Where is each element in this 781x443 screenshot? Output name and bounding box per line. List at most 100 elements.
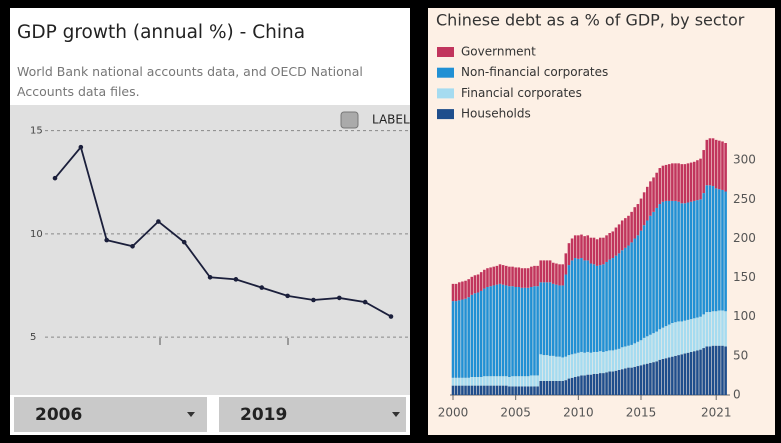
bar-segment [655, 331, 658, 362]
bar-segment [514, 267, 517, 287]
bar-segment [721, 310, 724, 346]
bar-segment [504, 285, 508, 377]
bar-segment [467, 377, 470, 386]
bar-segment [573, 258, 577, 354]
bar-segment [605, 372, 608, 395]
bar-segment [457, 300, 461, 378]
bar-segment [473, 293, 477, 377]
point [259, 285, 265, 290]
bar-segment [598, 373, 602, 395]
bar-segment [677, 163, 680, 202]
bar-segment [542, 282, 546, 356]
bar-segment [483, 269, 486, 289]
bar-segment [636, 341, 640, 367]
point [104, 237, 109, 243]
bar-segment [498, 385, 502, 395]
bar-segment [457, 385, 461, 395]
bar-segment [664, 326, 668, 359]
bar-segment [671, 200, 674, 323]
bar-segment [702, 150, 705, 194]
bar-segment [511, 266, 514, 287]
bar-segment [564, 253, 568, 275]
bar-segment [520, 287, 524, 377]
bar-segment [570, 260, 574, 355]
bar-segment [699, 316, 702, 350]
bar-segment [451, 377, 455, 386]
bar-segment [517, 267, 521, 287]
bar-segment [639, 198, 643, 231]
bar-segment [696, 350, 699, 395]
end-year[interactable]: 2019 [240, 405, 287, 425]
bar-segment [699, 199, 702, 317]
bar-segment [511, 286, 514, 377]
bar-segment [686, 319, 690, 353]
bar-segment [617, 224, 621, 254]
bar-segment [577, 235, 580, 259]
bar-segment [542, 260, 546, 283]
point [285, 293, 290, 299]
bar-segment [479, 272, 483, 291]
bar-segment [617, 369, 621, 395]
bar-segment [714, 311, 718, 346]
bar-segment [598, 237, 602, 266]
bar-segment [658, 359, 662, 395]
label-toggle[interactable]: LABEL [372, 113, 410, 127]
bar-segment [492, 266, 496, 286]
bar-segment [667, 164, 671, 201]
bar-segment [692, 161, 696, 201]
bar-segment [567, 378, 571, 395]
bar-segment [614, 370, 618, 395]
bar-segment [667, 200, 671, 325]
start-year[interactable]: 2006 [35, 405, 82, 425]
bar-segment [495, 265, 499, 285]
y-tick-label: 100 [733, 309, 756, 323]
bar-segment [555, 356, 558, 381]
bar-segment [595, 351, 599, 374]
bar-segment [692, 351, 696, 395]
bar-segment [611, 371, 615, 395]
start-dropdown[interactable] [14, 397, 207, 432]
bar-segment [598, 265, 602, 352]
bar-segment [636, 204, 640, 236]
bar-segment [705, 312, 709, 347]
legend-label: Financial corporates [461, 86, 582, 100]
bar-segment [511, 376, 514, 387]
x-tick-label: 2015 [626, 406, 657, 420]
bar-segment [680, 164, 684, 204]
bar-segment [530, 266, 533, 287]
bar-segment [586, 260, 590, 352]
bar-segment [486, 376, 489, 386]
bar-segment [589, 374, 593, 395]
point [311, 297, 316, 303]
point [207, 274, 213, 280]
bar-segment [595, 373, 599, 395]
bar-segment [705, 185, 709, 313]
bar-segment [633, 343, 637, 367]
end-dropdown[interactable] [219, 397, 406, 432]
label-checkbox[interactable] [340, 111, 359, 129]
bar-segment [523, 376, 527, 387]
bar-segment [639, 340, 643, 366]
bar-segment [614, 227, 618, 256]
bar-segment [545, 282, 549, 356]
bar-segment [501, 385, 505, 395]
bar-segment [492, 385, 496, 395]
bar-segment [536, 265, 539, 287]
bar-segment [558, 264, 561, 286]
bar-segment [611, 258, 615, 351]
bar-segment [721, 141, 724, 190]
bar-segment [561, 380, 564, 395]
bar-segment [664, 358, 668, 395]
bar-segment [473, 377, 477, 386]
bar-segment [645, 336, 649, 364]
bar-segment [674, 322, 677, 356]
bar-segment [602, 264, 605, 352]
bar-segment [605, 261, 608, 352]
bar-segment [508, 386, 511, 395]
bar-segment [504, 376, 508, 386]
bar-segment [464, 298, 467, 378]
bar-segment [476, 385, 480, 395]
bar-segment [526, 386, 530, 395]
bar-segment [617, 253, 621, 349]
